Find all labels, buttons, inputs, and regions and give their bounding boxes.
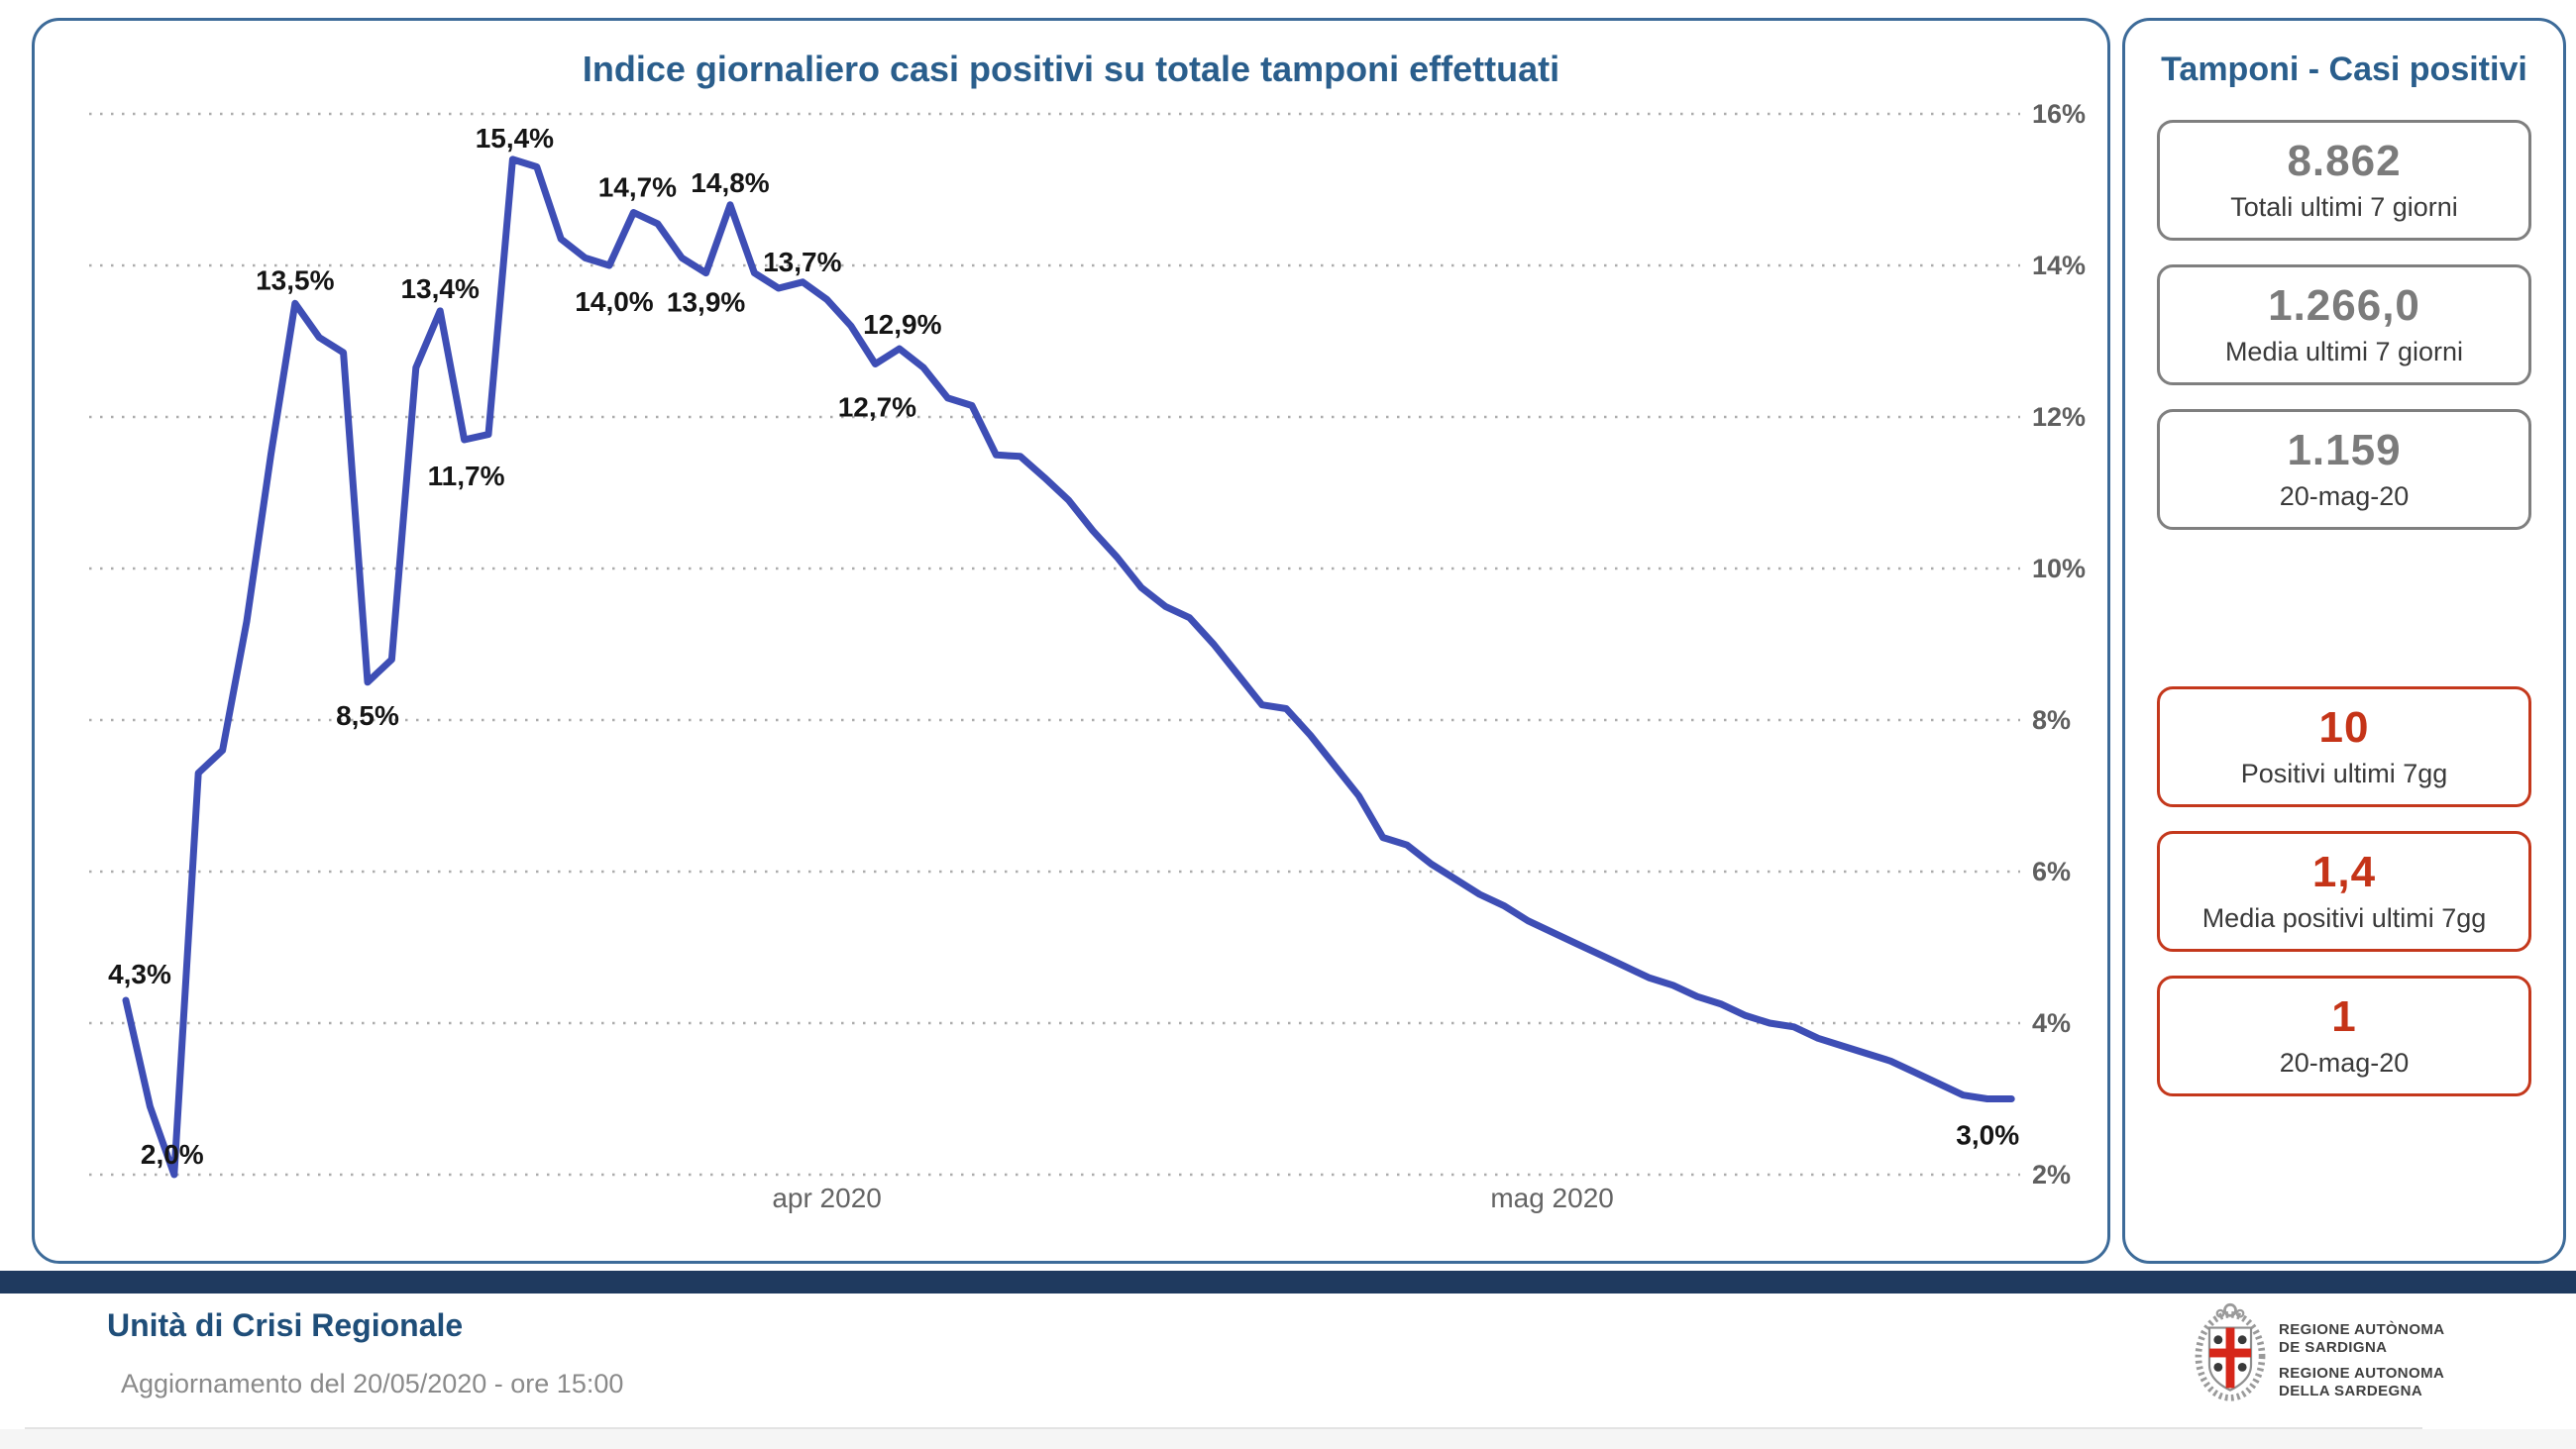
sardinia-coat-of-arms-icon: [2195, 1302, 2266, 1401]
data-point-label: 14,7%: [598, 171, 677, 202]
summary-panel-title: Tamponi - Casi positivi: [2161, 51, 2527, 88]
stat-card-media-positivi-ultimi-7gg: 1,4 Media positivi ultimi 7gg: [2157, 831, 2531, 952]
footer-strip: [0, 1429, 2576, 1449]
stat-label: 20-mag-20: [2279, 481, 2410, 511]
x-axis-tick-label: mag 2020: [1490, 1183, 1614, 1213]
y-axis-tick-label: 10%: [2032, 554, 2086, 583]
data-point-label: 3,0%: [1956, 1120, 2019, 1151]
summary-panel: Tamponi - Casi positivi 8.862 Totali ult…: [2122, 18, 2566, 1264]
stat-value: 1: [2331, 992, 2357, 1041]
stat-label: Media positivi ultimi 7gg: [2201, 903, 2487, 933]
data-point-label: 12,9%: [863, 309, 941, 340]
region-logo: REGIONE AUTÒNOMA DE SARDIGNA REGIONE AUT…: [2192, 1301, 2449, 1404]
footer-divider-bar: [0, 1271, 2576, 1294]
stat-label: Totali ultimi 7 giorni: [2230, 192, 2458, 222]
y-axis-tick-label: 16%: [2032, 99, 2086, 129]
stat-card-media-ultimi-7-giorni: 1.266,0 Media ultimi 7 giorni: [2157, 264, 2531, 385]
y-axis-tick-label: 2%: [2032, 1160, 2071, 1190]
data-point-label: 2,0%: [141, 1139, 204, 1170]
footer-update-timestamp: Aggiornamento del 20/05/2020 - ore 15:00: [121, 1369, 624, 1398]
data-point-label: 4,3%: [108, 959, 171, 989]
data-point-label: 15,4%: [476, 123, 554, 154]
logo-text-line: REGIONE AUTONOMA: [2279, 1365, 2445, 1382]
stat-value: 1,4: [2311, 848, 2377, 896]
stat-value: 1.266,0: [2268, 281, 2420, 330]
stat-value: 1.159: [2287, 426, 2402, 474]
data-point-label: 14,8%: [691, 167, 769, 198]
positivity-line-chart[interactable]: 16% 14% 12% 10% 8% 6% 4% 2% apr 2020 mag 2020 4,3%…: [35, 21, 2107, 1261]
stat-card-positivi-20-mag: 1 20-mag-20: [2157, 976, 2531, 1096]
y-axis-tick-label: 8%: [2032, 705, 2071, 735]
data-point-label: 13,5%: [256, 264, 334, 295]
footer-rule: [25, 1427, 2422, 1429]
stat-value: 8.862: [2287, 137, 2402, 185]
data-point-label: 13,9%: [667, 287, 745, 318]
chart-card: Indice giornaliero casi positivi su tota…: [32, 18, 2110, 1264]
y-axis-tick-label: 4%: [2032, 1008, 2071, 1038]
stat-value: 10: [2318, 703, 2370, 752]
stat-label: Positivi ultimi 7gg: [2240, 759, 2448, 788]
y-axis-tick-label: 6%: [2032, 857, 2071, 886]
stat-label: 20-mag-20: [2279, 1048, 2410, 1078]
logo-text-line: REGIONE AUTÒNOMA: [2279, 1321, 2445, 1338]
logo-text-line: DELLA SARDEGNA: [2279, 1383, 2423, 1399]
chart-title: Indice giornaliero casi positivi su tota…: [582, 49, 1560, 89]
data-point-label: 13,4%: [400, 273, 479, 304]
x-axis-tick-label: apr 2020: [772, 1183, 882, 1213]
stat-card-tamponi-20-mag: 1.159 20-mag-20: [2157, 409, 2531, 530]
y-axis-tick-label: 12%: [2032, 402, 2086, 432]
y-axis-tick-label: 14%: [2032, 251, 2086, 280]
stat-label: Media ultimi 7 giorni: [2224, 337, 2464, 366]
data-point-label: 11,7%: [428, 461, 505, 491]
footer-title: Unità di Crisi Regionale: [107, 1307, 464, 1343]
stat-card-totali-ultimi-7-giorni: 8.862 Totali ultimi 7 giorni: [2157, 120, 2531, 241]
stat-card-positivi-ultimi-7gg: 10 Positivi ultimi 7gg: [2157, 686, 2531, 807]
data-point-label: 14,0%: [575, 286, 653, 317]
positivity-trend-line[interactable]: [122, 155, 2015, 1179]
data-point-label: 12,7%: [838, 391, 916, 422]
data-point-label: 13,7%: [763, 247, 841, 277]
logo-text-line: DE SARDIGNA: [2279, 1339, 2388, 1356]
data-point-label: 8,5%: [336, 700, 399, 731]
